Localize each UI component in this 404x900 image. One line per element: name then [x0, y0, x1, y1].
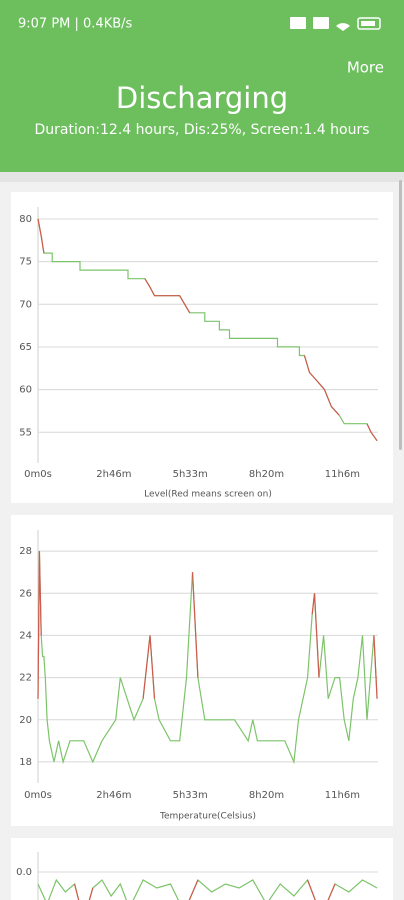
x-tick-label: 8h20m [249, 790, 284, 801]
chart-card [11, 515, 393, 826]
y-tick-label: 80 [19, 214, 32, 225]
x-tick-label: 8h20m [249, 469, 284, 480]
more-button[interactable]: More [347, 59, 384, 77]
y-tick-label: 0.0 [16, 867, 32, 878]
y-tick-label: 75 [19, 257, 32, 268]
y-tick-label: 60 [19, 385, 32, 396]
data-line [307, 879, 336, 900]
data-line [37, 551, 42, 699]
data-line [303, 355, 340, 416]
x-tick-label: 2h46m [96, 790, 131, 801]
data-line [373, 635, 378, 699]
header-bg [0, 0, 404, 172]
header-subtitle: Duration:12.4 hours, Dis:25%, Screen:1.4… [34, 122, 369, 138]
y-tick-label: 65 [19, 342, 32, 353]
data-line [142, 635, 156, 699]
y-tick-label: 18 [19, 757, 32, 768]
x-tick-label: 5h33m [173, 790, 208, 801]
y-tick-label: 22 [19, 673, 32, 684]
header-shadow [0, 172, 404, 182]
x-tick-label: 5h33m [173, 469, 208, 480]
data-line [188, 879, 199, 900]
y-tick-label: 24 [19, 630, 32, 641]
y-tick-label: 26 [19, 588, 32, 599]
chart-card [11, 838, 393, 900]
status-icons [290, 17, 381, 31]
x-tick-label: 0m0s [24, 790, 52, 801]
data-line [37, 218, 45, 254]
x-axis-label: Level(Red means screen on) [144, 490, 272, 500]
x-axis-label: Temperature(Celsius) [159, 812, 256, 822]
data-line [144, 278, 191, 314]
chart-card [11, 192, 393, 503]
data-line [366, 423, 378, 442]
y-tick-label: 70 [19, 299, 32, 310]
y-tick-label: 28 [19, 546, 32, 557]
data-line [74, 883, 94, 900]
x-tick-label: 11h6m [325, 790, 360, 801]
header-title: Discharging [116, 81, 288, 115]
status-text: 9:07 PM | 0.4KB/s [18, 17, 133, 32]
x-tick-label: 2h46m [96, 469, 131, 480]
scrollbar [399, 180, 402, 450]
data-line [311, 593, 320, 678]
x-tick-label: 11h6m [325, 469, 360, 480]
y-tick-label: 55 [19, 427, 32, 438]
data-line [191, 572, 199, 678]
x-tick-label: 0m0s [24, 469, 52, 480]
y-tick-label: 20 [19, 715, 32, 726]
